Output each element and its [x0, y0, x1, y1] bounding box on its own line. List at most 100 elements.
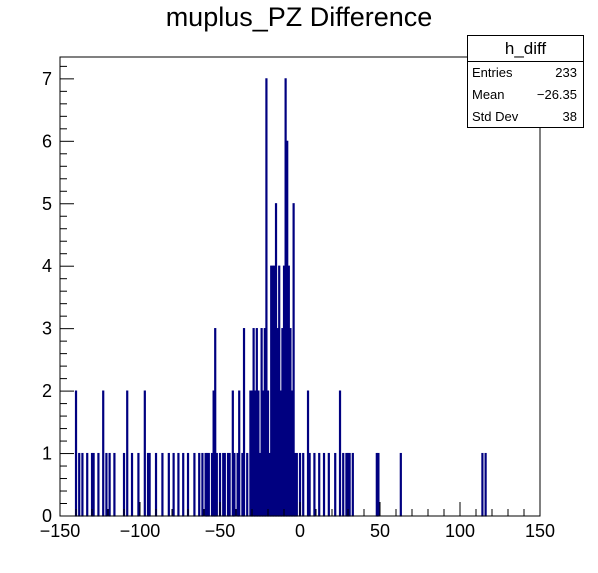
histogram-bin-17 [148, 452, 151, 517]
histogram-bin-96 [484, 452, 487, 517]
histogram-bin-46 [246, 452, 249, 517]
histogram-bin-79 [306, 390, 310, 517]
histogram-bin-60 [270, 265, 273, 517]
histogram-bin-50 [254, 390, 257, 517]
histogram-bin-44 [241, 452, 244, 517]
histogram-bin-38 [226, 452, 230, 517]
x-tick-label-3: 0 [295, 521, 305, 541]
histogram-bin-47 [249, 390, 252, 517]
histogram-bin-48 [250, 390, 254, 517]
histogram-bin-8 [105, 452, 108, 517]
histogram-bin-5 [92, 452, 95, 517]
histogram-bin-73 [290, 390, 294, 517]
histogram-bin-86 [338, 390, 342, 517]
histogram-bin-89 [346, 452, 350, 517]
histogram-bin-31 [210, 452, 214, 517]
stats-histogram-name: h_diff [468, 36, 583, 62]
histogram-bin-27 [201, 452, 204, 517]
histogram-bin-16 [146, 452, 150, 517]
histogram-bin-90 [348, 452, 351, 517]
histogram-bin-80 [308, 452, 311, 517]
histogram-bin-21 [172, 452, 175, 517]
histogram-bin-84 [327, 452, 330, 517]
histogram-bin-52 [257, 390, 260, 517]
histogram-bin-7 [102, 390, 105, 517]
histogram-bin-22 [177, 452, 180, 517]
histogram-bin-11 [122, 452, 126, 517]
histogram-bin-66 [279, 390, 282, 517]
histogram-bin-63 [274, 203, 278, 517]
histogram-bin-42 [236, 452, 239, 517]
stats-mean-row: Mean −26.35 [468, 84, 583, 106]
histogram-bin-41 [233, 452, 236, 517]
histogram-bin-74 [292, 203, 295, 517]
histogram-bin-72 [289, 328, 292, 517]
histogram-bin-59 [268, 452, 271, 517]
y-axis-ticks: 0 1 2 3 4 5 6 7 [42, 65, 74, 526]
y-tick-label-0: 0 [42, 506, 52, 526]
histogram-bin-57 [265, 78, 268, 517]
histogram-bin-82 [318, 452, 321, 517]
stats-entries-value: 233 [555, 65, 577, 80]
histogram-bin-23 [182, 452, 185, 517]
y-tick-label-3: 3 [42, 319, 52, 339]
x-tick-label-4: 50 [370, 521, 390, 541]
histogram-bin-55 [262, 390, 265, 517]
histogram-bin-88 [345, 452, 348, 517]
histogram-bin-10 [113, 452, 116, 517]
histogram-bin-12 [126, 390, 129, 517]
histogram-bin-34 [215, 452, 218, 517]
stats-box: h_diff Entries 233 Mean −26.35 Std Dev 3… [467, 35, 584, 128]
histogram-bin-43 [238, 390, 241, 517]
histogram-bin-71 [287, 265, 290, 517]
histogram-bin-85 [334, 452, 337, 517]
histogram-bin-40 [231, 390, 234, 517]
histogram-bin-36 [222, 452, 225, 517]
histogram-bin-14 [137, 452, 140, 517]
x-tick-label-2: −50 [205, 521, 236, 541]
y-tick-label-6: 6 [42, 131, 52, 151]
histogram-bin-68 [282, 265, 286, 517]
x-tick-label-0: −150 [40, 521, 81, 541]
histogram-bin-64 [276, 328, 279, 517]
histogram-bin-1 [78, 452, 81, 517]
histogram-bin-4 [90, 452, 94, 517]
histogram-bars [74, 78, 487, 517]
x-tick-label-1: −100 [120, 521, 161, 541]
stats-stddev-row: Std Dev 38 [468, 106, 583, 128]
histogram-bin-37 [223, 452, 226, 517]
histogram-bin-93 [377, 452, 380, 517]
histogram-bin-6 [97, 452, 100, 517]
histogram-bin-13 [130, 452, 134, 517]
histogram-bin-56 [263, 328, 266, 517]
histogram-bin-19 [161, 452, 164, 517]
histogram-bin-61 [271, 265, 274, 517]
histogram-bin-58 [266, 390, 270, 517]
stats-stddev-value: 38 [562, 109, 577, 124]
histogram-bin-18 [154, 452, 158, 517]
histogram-bin-62 [273, 265, 276, 517]
histogram-bin-65 [278, 265, 281, 517]
chart-title: muplus_PZ Difference [165, 2, 433, 32]
stats-entries-row: Entries 233 [468, 62, 583, 84]
histogram-bin-51 [255, 328, 258, 517]
histogram-bin-67 [281, 328, 284, 517]
histogram-bin-53 [258, 452, 262, 517]
histogram-bin-25 [193, 452, 196, 517]
histogram-bin-0 [74, 390, 78, 517]
histogram-bin-3 [86, 452, 89, 517]
histogram-bin-33 [214, 328, 217, 517]
histogram-bin-45 [242, 328, 246, 517]
y-tick-label-2: 2 [42, 381, 52, 401]
histogram-bin-24 [186, 452, 190, 517]
histogram-bin-9 [108, 452, 111, 517]
x-tick-label-6: 150 [525, 521, 555, 541]
y-tick-label-5: 5 [42, 194, 52, 214]
stats-stddev-label: Std Dev [472, 109, 519, 124]
histogram-bin-91 [351, 452, 354, 517]
histogram-bin-94 [399, 452, 402, 517]
histogram-bin-15 [143, 390, 146, 517]
histogram-bin-26 [198, 452, 201, 517]
histogram-bin-29 [206, 452, 209, 517]
